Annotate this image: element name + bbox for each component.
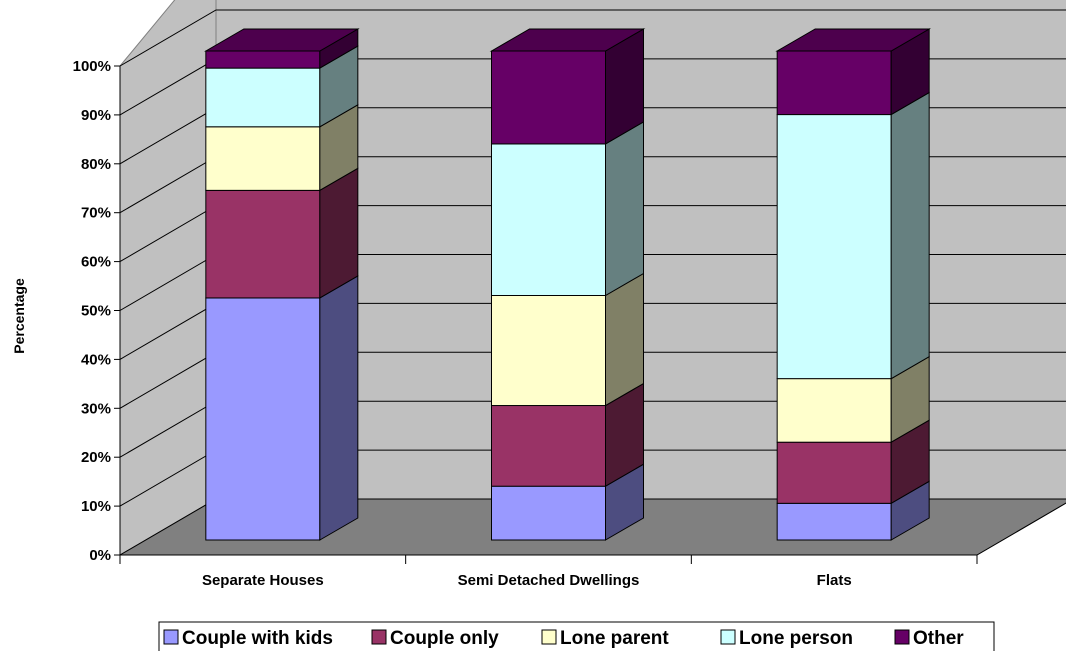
bar-segment [776,355,930,444]
y-tick-label: 30% [81,400,111,417]
legend-label: Lone person [739,628,853,649]
bar-segment [776,419,930,505]
bar-segment [775,28,932,116]
legend-swatch [894,629,910,645]
bar-segment [205,167,359,299]
bar-segment-side [319,167,359,299]
bar-segment [205,275,359,541]
y-tick-label: 70% [81,205,111,222]
bar-segment [205,103,359,192]
bar-top [775,28,932,52]
y-tick-label: 60% [81,254,111,271]
bar-segment-front [205,189,321,299]
y-tick-label: 0% [89,547,111,564]
y-tick-label: 10% [81,498,111,515]
bar-segment-front [205,297,321,541]
legend-label: Couple only [390,628,499,649]
bar-segment-front [491,405,606,487]
x-tick-label: Semi Detached Dwellings [458,572,640,589]
legend: Couple with kids Couple only Lone parent Lo… [158,621,995,651]
floor-edge [976,502,1066,556]
legend-swatch [720,629,736,645]
side-wall [119,0,217,556]
bar-segment-front [491,295,606,407]
x-tick-label: Flats [817,572,852,589]
bar-segment-side [319,275,359,541]
bar-segment-front [491,143,606,296]
y-axis-label: Percentage [11,278,27,354]
legend-label: Other [913,628,964,649]
bar-segment-front [205,126,321,191]
bar-segment-front [205,50,321,69]
bar-segment [491,272,644,407]
y-tick-label: 100% [73,58,111,75]
bar-segment-front [776,441,892,504]
bar-segment-front [205,67,321,128]
bar-segment [491,121,644,297]
y-tick-label: 50% [81,303,111,320]
bar-segment [203,28,360,69]
y-tick-labels: 0% 10% 20% 30% 40% 50% 60% 70% 80% 90% 100% [73,58,120,564]
bar-segment [776,91,930,380]
bar-segment [776,480,930,541]
gridline [119,9,1066,67]
legend-swatch [371,629,387,645]
bar-segment-front [491,485,606,541]
bar-segment-front [776,50,892,116]
bar-segment-side [605,272,644,407]
legend-box [158,621,995,651]
bar-segment-front [776,502,892,541]
bar-segment-front [776,378,892,443]
x-tick-label: Separate Houses [202,572,324,589]
y-tick-label: 90% [81,107,111,124]
bar-segment [491,463,644,541]
bar-segment-front [776,114,892,380]
legend-swatch [541,629,557,645]
y-tick-label: 40% [81,351,111,368]
legend-label: Lone parent [560,628,669,649]
bars [203,28,932,541]
bar-segment-side [605,121,644,297]
y-tick-label: 80% [81,156,111,173]
legend-label: Couple with kids [182,628,333,649]
bar-top [489,28,646,52]
bar-segment-side [890,91,930,380]
x-tick-labels: Separate Houses Semi Detached Dwellings Fl… [202,572,852,589]
bar-segment [205,45,359,128]
bar-segment [489,28,646,145]
bar-top [203,28,360,52]
legend-swatch [163,629,179,645]
bar-segment [491,382,644,488]
bar-segment-front [491,50,606,145]
y-tick-label: 20% [81,449,111,466]
